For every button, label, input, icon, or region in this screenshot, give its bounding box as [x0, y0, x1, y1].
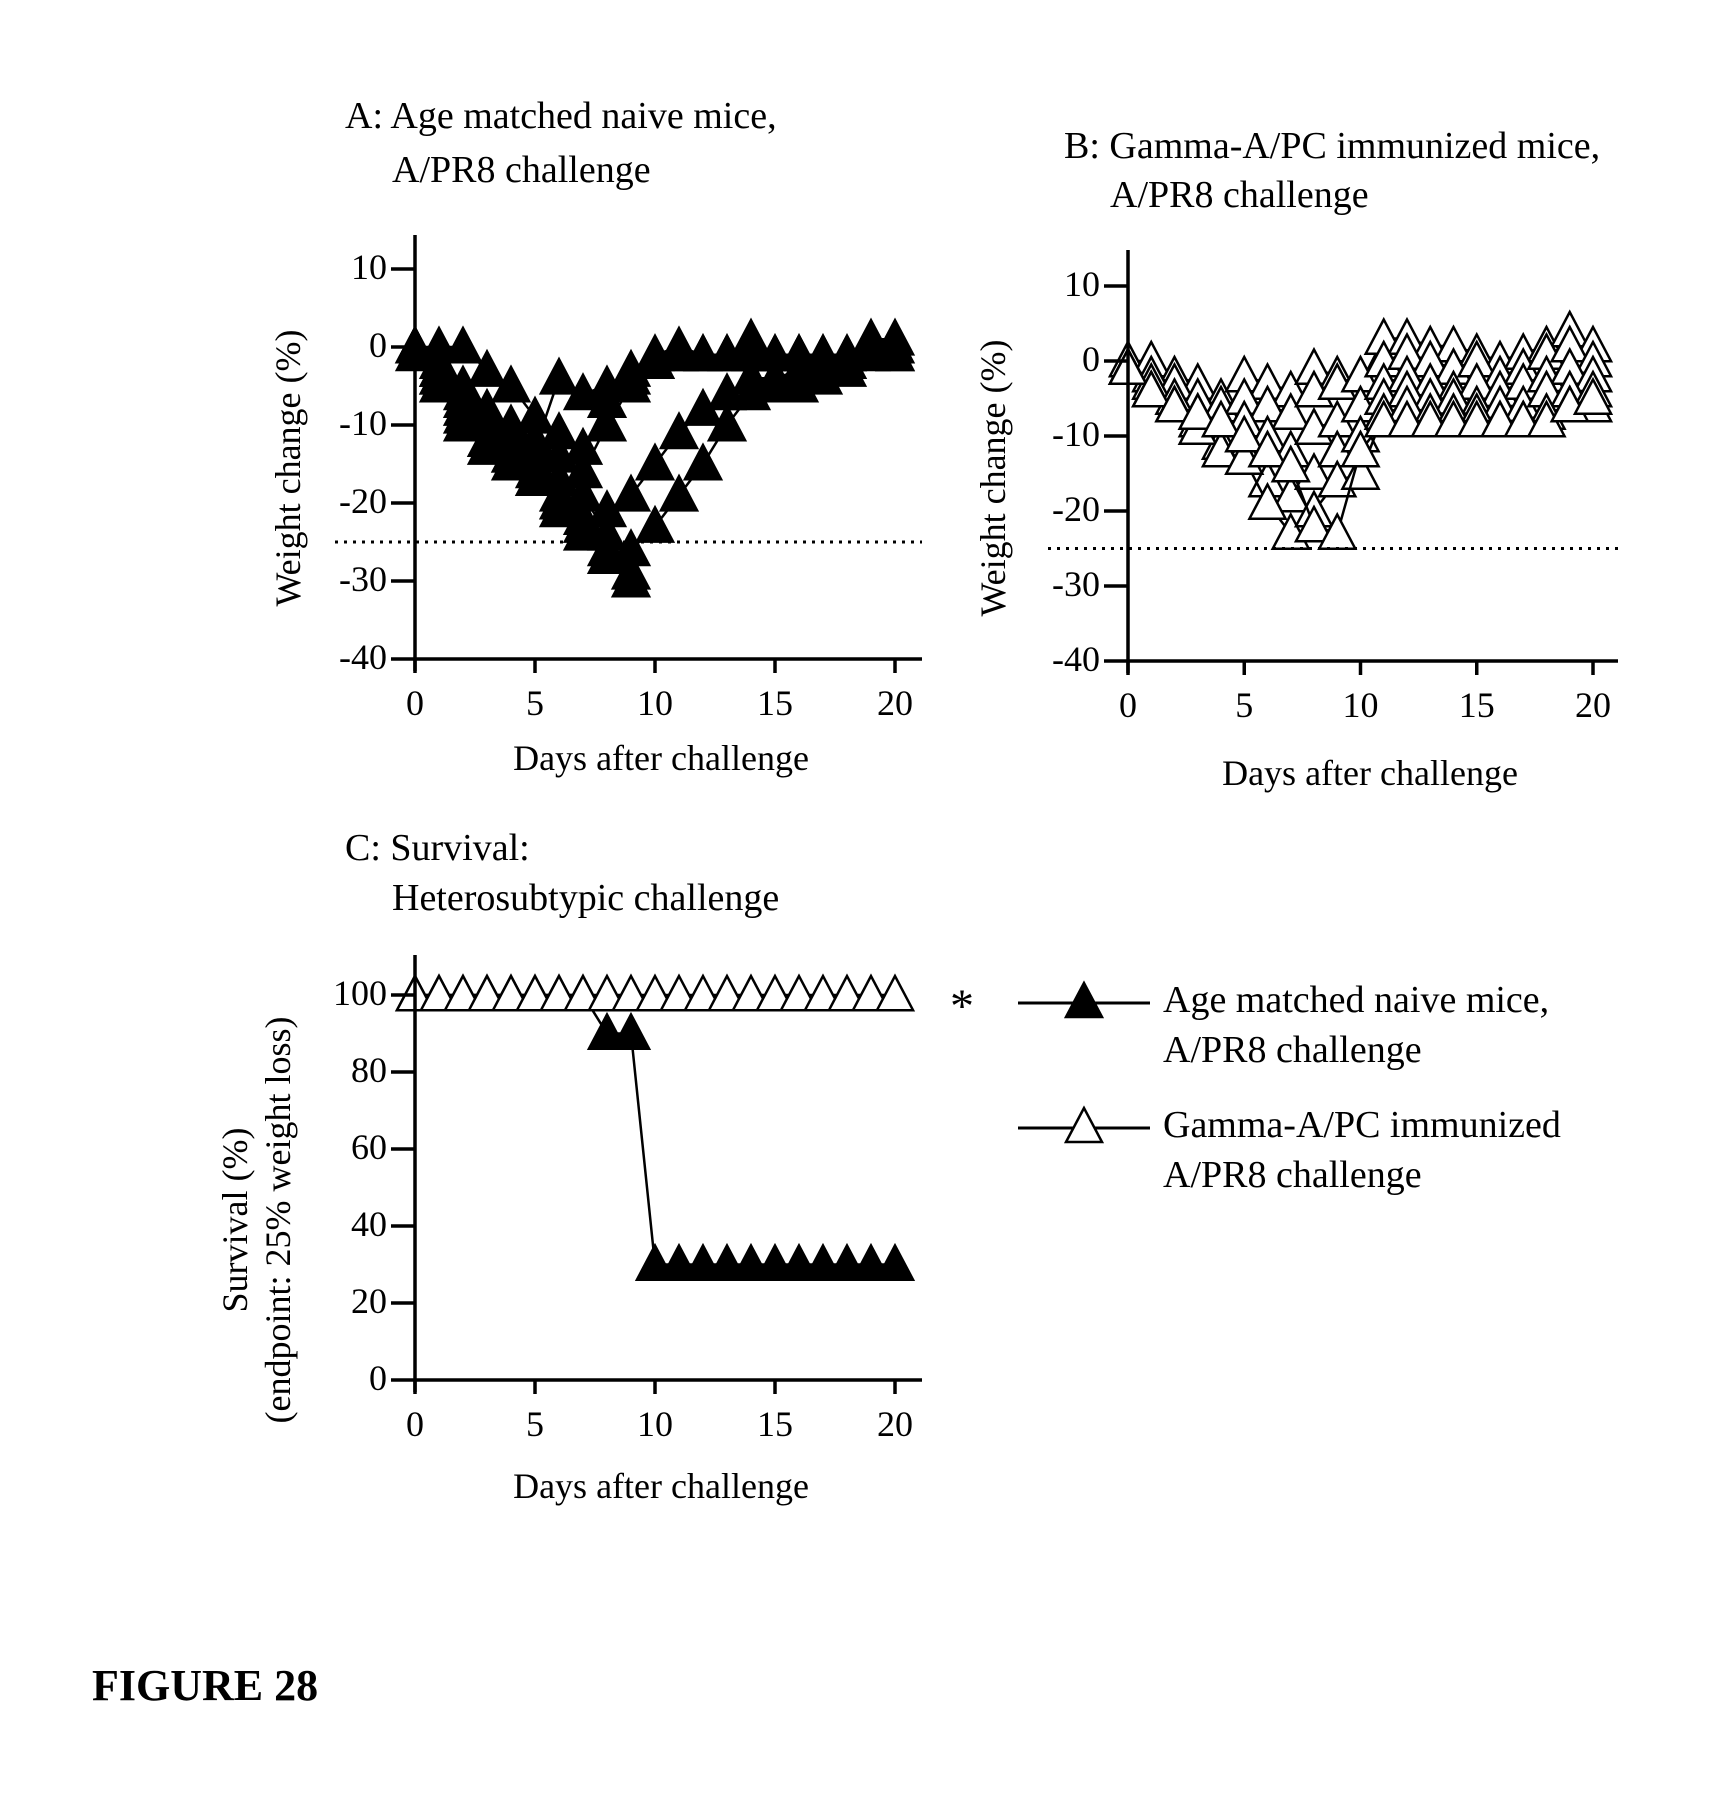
legend-naive-line1: Age matched naive mice,: [1163, 979, 1549, 1021]
y-tick-label: 20: [351, 1281, 387, 1321]
panel-c-title-line1: C: Survival:: [345, 827, 530, 869]
panel-a-ylabel: Weight change (%): [268, 330, 308, 607]
panel-a-marks: [397, 320, 913, 596]
panel-b-xlabel: Days after challenge: [1222, 753, 1518, 793]
x-tick-label: 20: [877, 683, 913, 723]
y-tick-label: -10: [339, 403, 387, 443]
x-tick-label: 0: [1119, 685, 1137, 725]
y-tick-label: -20: [339, 481, 387, 521]
filled-triangle-point: [637, 507, 673, 541]
y-tick-label: 10: [351, 247, 387, 287]
y-tick-label: -20: [1052, 489, 1100, 529]
y-tick-label: -10: [1052, 414, 1100, 454]
x-tick-label: 10: [637, 1404, 673, 1444]
filled-triangle-point: [637, 445, 673, 479]
filled-triangle-point: [613, 1015, 649, 1049]
y-tick-label: 80: [351, 1050, 387, 1090]
panel-a-chart: A: Age matched naive mice, A/PR8 challen…: [268, 95, 922, 778]
panel-b-ylabel: Weight change (%): [973, 340, 1013, 617]
x-tick-label: 5: [1235, 685, 1253, 725]
legend-item-immunized: Gamma-A/PC immunized A/PR8 challenge: [1018, 1104, 1561, 1196]
y-tick-label: 10: [1064, 264, 1100, 304]
x-tick-label: 5: [526, 1404, 544, 1444]
y-tick-label: 0: [369, 1358, 387, 1398]
panel-b-title-line1: B: Gamma-A/PC immunized mice,: [1064, 125, 1600, 167]
legend-naive-line2: A/PR8 challenge: [1163, 1029, 1422, 1071]
y-tick-label: -30: [1052, 564, 1100, 604]
y-tick-label: 40: [351, 1204, 387, 1244]
filled-triangle-point: [613, 476, 649, 510]
panel-c-chart: C: Survival: Heterosubtypic challenge Da…: [215, 827, 922, 1506]
panel-c-marks: [397, 976, 913, 1280]
y-tick-label: -40: [339, 637, 387, 677]
filled-triangle-point: [685, 445, 721, 479]
y-tick-label: -40: [1052, 639, 1100, 679]
legend-open-triangle: [1066, 1108, 1102, 1142]
panel-b-marks: [1110, 312, 1611, 549]
x-tick-label: 0: [406, 1404, 424, 1444]
x-tick-label: 20: [877, 1404, 913, 1444]
filled-triangle-point: [661, 476, 697, 510]
x-tick-label: 15: [757, 1404, 793, 1444]
filled-triangle-point: [541, 359, 577, 393]
y-tick-label: 100: [333, 973, 387, 1013]
x-tick-label: 15: [1459, 685, 1495, 725]
y-tick-label: -30: [339, 559, 387, 599]
x-tick-label: 0: [406, 683, 424, 723]
filled-triangle-point: [733, 320, 769, 354]
figure-label: FIGURE 28: [92, 1661, 318, 1710]
panel-a-xlabel: Days after challenge: [513, 738, 809, 778]
filled-triangle-point: [877, 320, 913, 354]
x-tick-label: 15: [757, 683, 793, 723]
filled-triangle-point: [877, 1246, 913, 1280]
panel-b-chart: B: Gamma-A/PC immunized mice, A/PR8 chal…: [973, 125, 1618, 793]
legend-immunized-line1: Gamma-A/PC immunized: [1163, 1104, 1561, 1146]
panel-a-title-line1: A: Age matched naive mice,: [345, 95, 777, 137]
legend-immunized-line2: A/PR8 challenge: [1163, 1154, 1422, 1196]
panel-c-title-line2: Heterosubtypic challenge: [392, 877, 779, 919]
filled-triangle-point: [445, 328, 481, 362]
x-tick-label: 10: [1343, 685, 1379, 725]
x-tick-label: 10: [637, 683, 673, 723]
x-tick-label: 5: [526, 683, 544, 723]
panel-b-title-line2: A/PR8 challenge: [1110, 174, 1369, 216]
panel-c-ylabel-line2: (endpoint: 25% weight loss): [258, 1017, 298, 1424]
legend-filled-triangle: [1066, 983, 1102, 1017]
panel-c-xlabel: Days after challenge: [513, 1466, 809, 1506]
series-line-0: [415, 995, 895, 1265]
legend: * Age matched naive mice, A/PR8 challeng…: [950, 979, 1561, 1196]
x-tick-label: 20: [1575, 685, 1611, 725]
y-tick-label: 0: [1082, 339, 1100, 379]
panel-c-ylabel-line1: Survival (%): [215, 1128, 255, 1313]
y-tick-label: 60: [351, 1127, 387, 1167]
open-triangle-point: [877, 976, 913, 1010]
y-tick-label: 0: [369, 325, 387, 365]
panel-a-title-line2: A/PR8 challenge: [392, 149, 651, 191]
significance-asterisk: *: [950, 980, 974, 1033]
legend-item-naive: Age matched naive mice, A/PR8 challenge: [1018, 979, 1549, 1071]
